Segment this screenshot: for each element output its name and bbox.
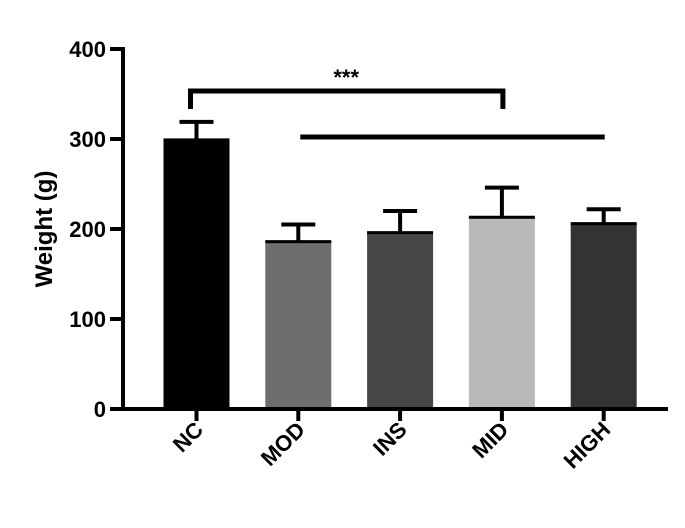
x-tick-label-nc: NC (168, 417, 208, 457)
y-tick-label-200: 200 (69, 217, 106, 242)
bar-nc (163, 139, 230, 409)
significance-label: *** (333, 65, 359, 90)
y-tick-label-400: 400 (69, 37, 106, 62)
x-tick-label-ins: INS (368, 417, 412, 461)
plot-area: NC MOD INS MID HIGH 0 100 200 300 400 *** (69, 37, 668, 473)
bar-mod (265, 241, 332, 409)
bar-ins (367, 232, 434, 409)
x-tick-label-high: HIGH (559, 417, 616, 474)
x-tick-label-mod: MOD (256, 417, 310, 471)
y-tick-label-300: 300 (69, 127, 106, 152)
bar-mid (468, 217, 535, 409)
y-axis-label: Weight (g) (31, 171, 58, 288)
significance-bracket-nc-mid (188, 88, 506, 109)
x-tick-label-mid: MID (467, 417, 513, 463)
y-tick-label-100: 100 (69, 307, 106, 332)
y-tick-label-0: 0 (94, 397, 106, 422)
bar-high (570, 223, 637, 409)
